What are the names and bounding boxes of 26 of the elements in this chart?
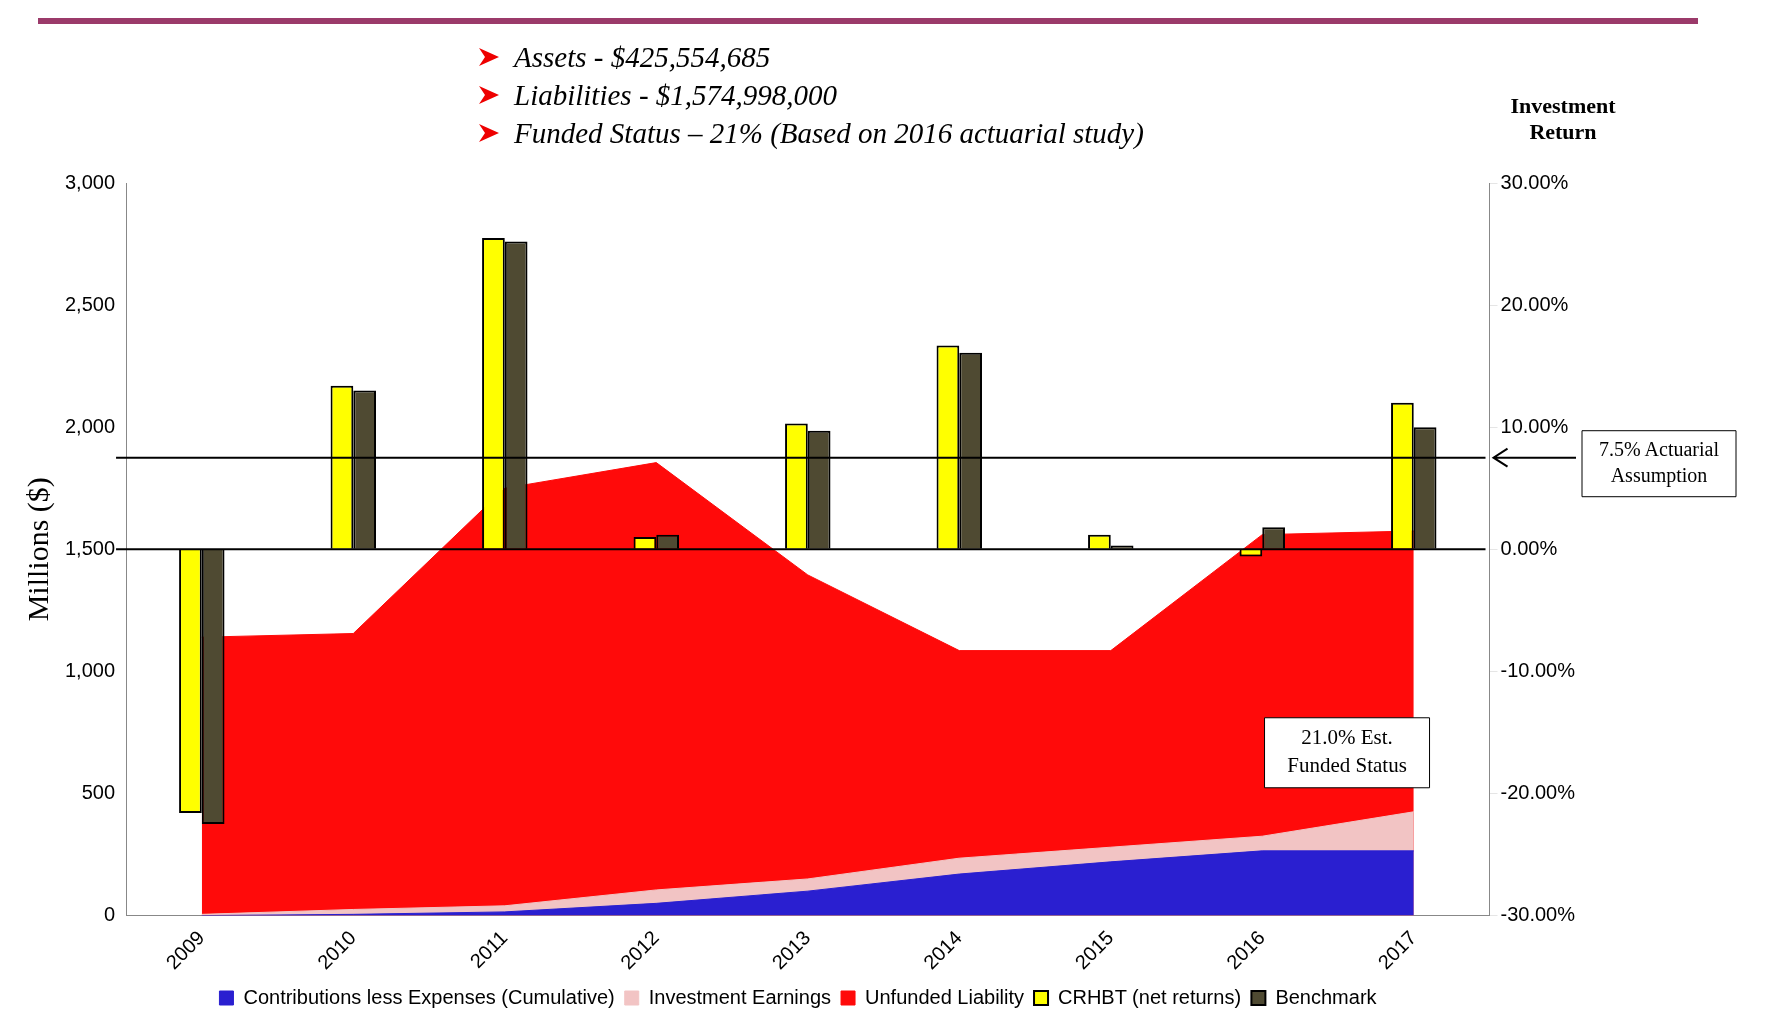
legend-label: CRHBT (net returns) — [1058, 985, 1242, 1008]
legend-label: Investment Earnings — [648, 985, 832, 1008]
annotation: 21.0% Est. Funded Status — [1287, 725, 1407, 778]
y2-tick-label: 20.00% — [1500, 292, 1569, 315]
y2-tick-label: -10.00% — [1500, 658, 1576, 681]
legend-label: Contributions less Expenses (Cumulative) — [243, 985, 615, 1008]
text: Liabilities - $1,574,998,000 — [514, 78, 838, 113]
y2-tick-label: 10.00% — [1500, 414, 1569, 437]
legend-label: Benchmark — [1275, 985, 1378, 1008]
y-tick-label: 3,000 — [64, 170, 116, 193]
y2-tick-label: -20.00% — [1500, 780, 1576, 803]
ref-line-label: 7.5% Actuarial Assumption — [1599, 437, 1720, 487]
y-tick-label: 1,000 — [64, 658, 116, 681]
text: Funded Status – 21% (Based on 2016 actuarial study) — [514, 116, 1144, 151]
y-tick-label: 2,000 — [64, 414, 116, 437]
y2-tick-label: 0.00% — [1500, 536, 1558, 559]
legend-label: Unfunded Liability — [865, 985, 1025, 1008]
y2-axis-title: Investment Return — [1509, 93, 1617, 145]
y2-tick-label: 30.00% — [1500, 170, 1569, 193]
y-tick-label: 0 — [103, 903, 116, 926]
y2-tick-label: -30.00% — [1500, 903, 1576, 926]
text: Assets - $425,554,685 — [514, 40, 771, 75]
y-tick-label: 500 — [81, 780, 116, 803]
y-tick-label: 2,500 — [64, 292, 116, 315]
y-axis-title: Millions ($) — [20, 477, 55, 622]
y-tick-label: 1,500 — [64, 536, 116, 559]
